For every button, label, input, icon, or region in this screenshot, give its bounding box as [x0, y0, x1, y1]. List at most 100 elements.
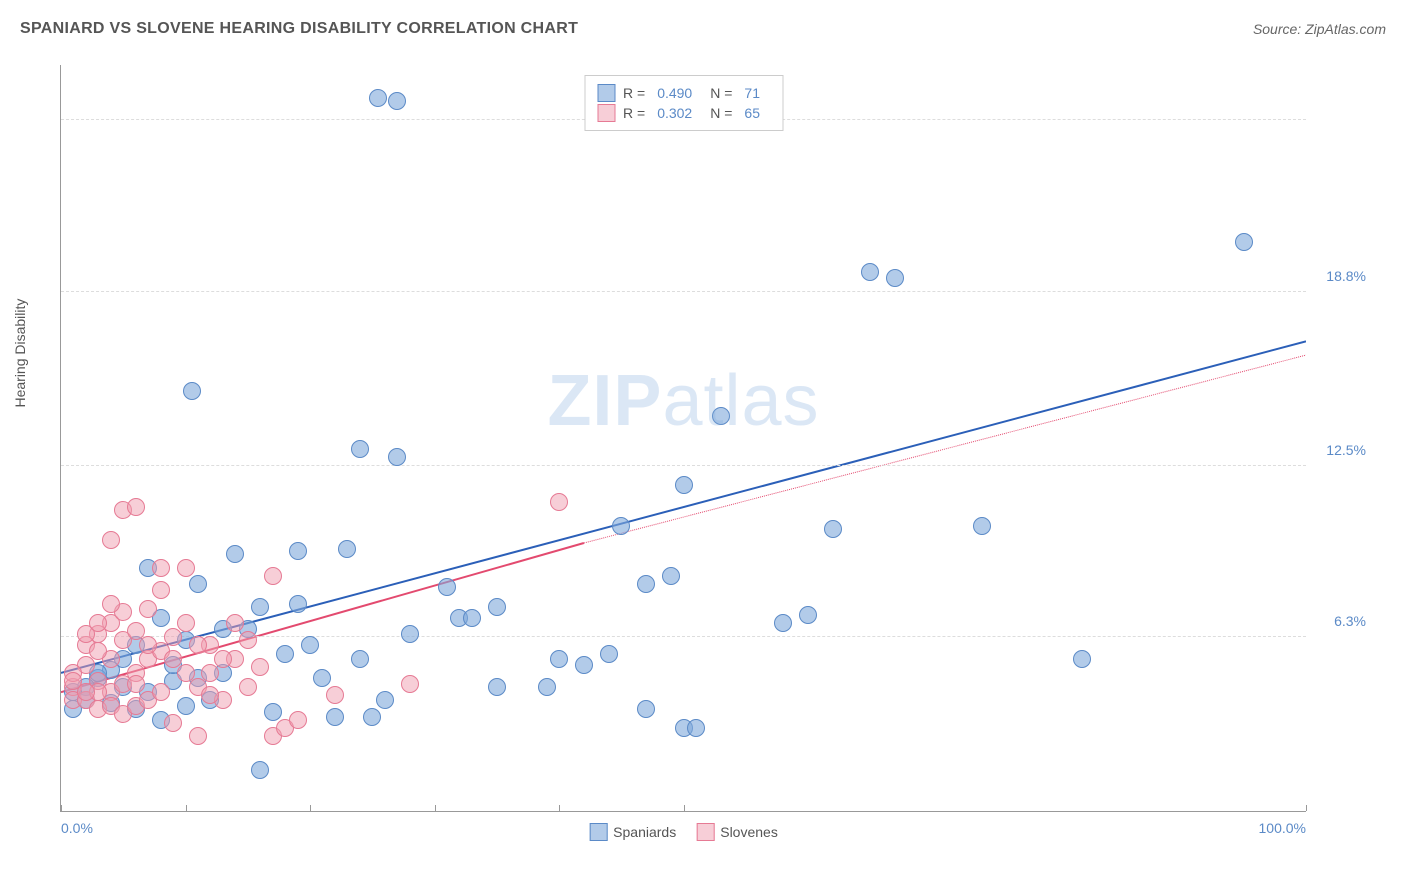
data-point	[438, 578, 456, 596]
tick-v	[186, 805, 187, 811]
legend-item-spaniards: Spaniards	[589, 823, 676, 841]
swatch-pink-icon	[597, 104, 615, 122]
swatch-pink-icon	[696, 823, 714, 841]
data-point	[861, 263, 879, 281]
data-point	[401, 625, 419, 643]
data-point	[326, 686, 344, 704]
data-point	[89, 614, 107, 632]
data-point	[774, 614, 792, 632]
legend-item-slovenes: Slovenes	[696, 823, 778, 841]
tick-v	[310, 805, 311, 811]
data-point	[973, 517, 991, 535]
data-point	[189, 636, 207, 654]
data-point	[239, 678, 257, 696]
data-point	[276, 645, 294, 663]
data-point	[712, 407, 730, 425]
tick-v	[1306, 805, 1307, 811]
tick-v	[559, 805, 560, 811]
data-point	[799, 606, 817, 624]
x-tick-label: 100.0%	[1259, 820, 1306, 836]
data-point	[177, 697, 195, 715]
data-point	[363, 708, 381, 726]
spaniards-r-value: 0.490	[657, 85, 692, 101]
data-point	[388, 448, 406, 466]
data-point	[239, 631, 257, 649]
spaniards-n-value: 71	[744, 85, 760, 101]
data-point	[264, 703, 282, 721]
data-point	[139, 600, 157, 618]
data-point	[289, 595, 307, 613]
data-point	[338, 540, 356, 558]
tick-v	[435, 805, 436, 811]
chart-source: Source: ZipAtlas.com	[1253, 21, 1386, 37]
data-point	[201, 664, 219, 682]
data-point	[251, 761, 269, 779]
data-point	[313, 669, 331, 687]
data-point	[77, 683, 95, 701]
data-point	[1073, 650, 1091, 668]
y-tick-label: 18.8%	[1326, 268, 1366, 284]
n-label-2: N =	[710, 105, 732, 121]
data-point	[152, 581, 170, 599]
data-point	[1235, 233, 1253, 251]
data-point	[177, 614, 195, 632]
data-point	[488, 598, 506, 616]
data-point	[127, 498, 145, 516]
data-point	[488, 678, 506, 696]
n-label: N =	[710, 85, 732, 101]
watermark-text: ZIPatlas	[547, 360, 819, 442]
swatch-blue-icon	[589, 823, 607, 841]
spaniards-label: Spaniards	[613, 824, 676, 840]
data-point	[189, 575, 207, 593]
gridline-h	[61, 465, 1306, 466]
r-label: R =	[623, 85, 645, 101]
data-point	[886, 269, 904, 287]
data-point	[369, 89, 387, 107]
data-point	[675, 476, 693, 494]
data-point	[376, 691, 394, 709]
chart-header: SPANIARD VS SLOVENE HEARING DISABILITY C…	[20, 20, 1386, 38]
data-point	[251, 658, 269, 676]
data-point	[687, 719, 705, 737]
r-label-2: R =	[623, 105, 645, 121]
y-tick-label: 6.3%	[1334, 613, 1366, 629]
swatch-blue-icon	[597, 84, 615, 102]
data-point	[152, 559, 170, 577]
data-point	[388, 92, 406, 110]
data-point	[301, 636, 319, 654]
data-point	[214, 650, 232, 668]
tick-v	[61, 805, 62, 811]
data-point	[351, 650, 369, 668]
data-point	[289, 711, 307, 729]
legend-row-slovenes: R = 0.302 N = 65	[597, 104, 770, 122]
data-point	[183, 382, 201, 400]
data-point	[127, 675, 145, 693]
data-point	[662, 567, 680, 585]
data-point	[102, 595, 120, 613]
slovenes-r-value: 0.302	[657, 105, 692, 121]
y-tick-label: 12.5%	[1326, 442, 1366, 458]
data-point	[139, 636, 157, 654]
data-point	[152, 683, 170, 701]
data-point	[264, 567, 282, 585]
data-point	[226, 545, 244, 563]
data-point	[226, 614, 244, 632]
x-tick-label: 0.0%	[61, 820, 93, 836]
chart-container: Hearing Disability ZIPatlas R = 0.490 N …	[50, 55, 1386, 852]
data-point	[351, 440, 369, 458]
y-axis-label: Hearing Disability	[12, 298, 28, 407]
data-point	[538, 678, 556, 696]
data-point	[326, 708, 344, 726]
data-point	[824, 520, 842, 538]
slovenes-label: Slovenes	[720, 824, 778, 840]
data-point	[289, 542, 307, 560]
data-point	[637, 575, 655, 593]
data-point	[600, 645, 618, 663]
data-point	[201, 686, 219, 704]
data-point	[550, 650, 568, 668]
data-point	[401, 675, 419, 693]
gridline-h	[61, 291, 1306, 292]
series-legend: Spaniards Slovenes	[589, 823, 778, 841]
data-point	[463, 609, 481, 627]
data-point	[575, 656, 593, 674]
